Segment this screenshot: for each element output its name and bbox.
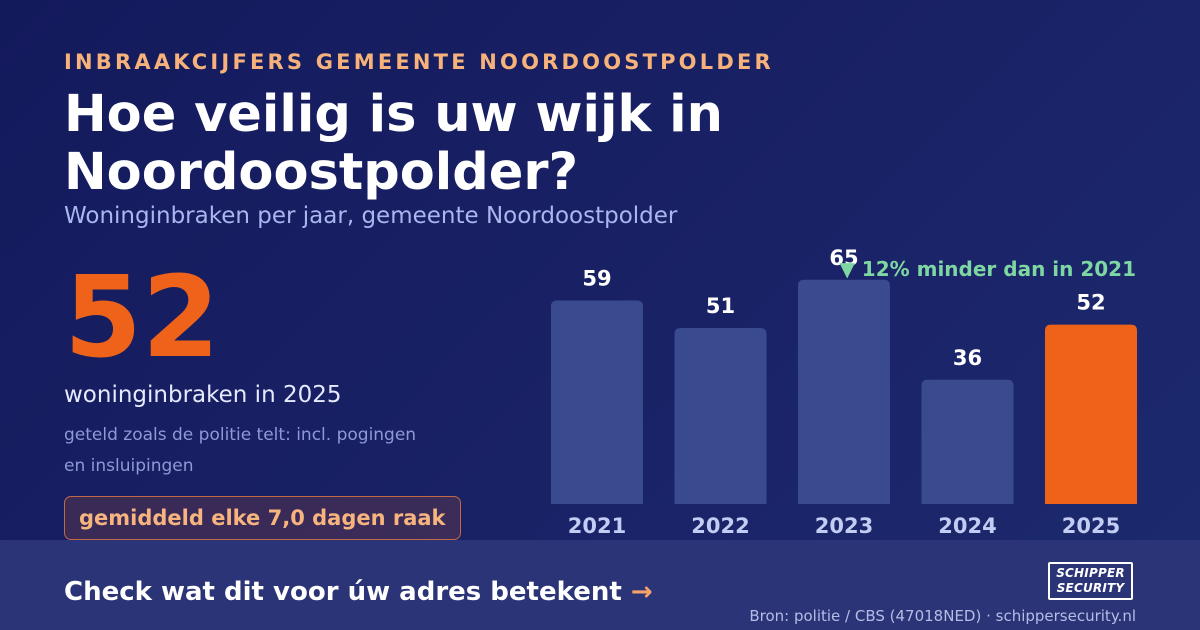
chart-annotation: ▼ 12% minder dan in 2021 xyxy=(839,257,1136,281)
bar-2025 xyxy=(1045,324,1137,504)
cta-link[interactable]: Check wat dit voor úw adres betekent → xyxy=(64,577,653,607)
tick-label-2023: 2023 xyxy=(815,514,873,538)
tick-label-2024: 2024 xyxy=(938,514,996,538)
bar-2024 xyxy=(921,379,1014,504)
tick-label-2022: 2022 xyxy=(691,514,749,538)
footer: Check wat dit voor úw adres betekent → S… xyxy=(0,540,1200,630)
eyebrow: INBRAAKCIJFERS GEMEENTE NOORDOOSTPOLDER xyxy=(64,50,774,74)
logo: SCHIPPER SECURITY xyxy=(1048,562,1133,600)
value-label-2023: 65 xyxy=(829,246,858,270)
stat-value: 52 xyxy=(64,253,220,383)
value-label-2025: 52 xyxy=(1076,291,1105,315)
bar-chart: 59 2021 51 2022 65 2023 36 2024 52 2025 ▼ 12% mind… xyxy=(551,246,1137,538)
value-label-2024: 36 xyxy=(953,346,982,370)
page-title: Hoe veilig is uw wijk in Noordoostpolder… xyxy=(64,85,723,202)
stat-label: woninginbraken in 2025 xyxy=(64,382,342,408)
arrow-right-icon: → xyxy=(630,577,653,607)
source-note: Bron: politie / CBS (47018NED) · schippe… xyxy=(749,607,1136,625)
logo-line-2: SECURITY xyxy=(1056,581,1125,595)
bar-2021 xyxy=(551,300,643,504)
stat-note: geteld zoals de politie telt: incl. pogi… xyxy=(64,425,417,476)
value-label-2021: 59 xyxy=(582,266,611,290)
value-label-2022: 51 xyxy=(706,294,735,318)
tick-label-2025: 2025 xyxy=(1062,514,1120,538)
bar-2022 xyxy=(674,328,767,504)
frequency-badge: gemiddeld elke 7,0 dagen raak xyxy=(64,496,461,540)
bar-2023 xyxy=(798,279,890,504)
subtitle: Woninginbraken per jaar, gemeente Noordo… xyxy=(64,203,678,229)
logo-line-1: SCHIPPER xyxy=(1056,566,1125,580)
tick-label-2021: 2021 xyxy=(568,514,626,538)
